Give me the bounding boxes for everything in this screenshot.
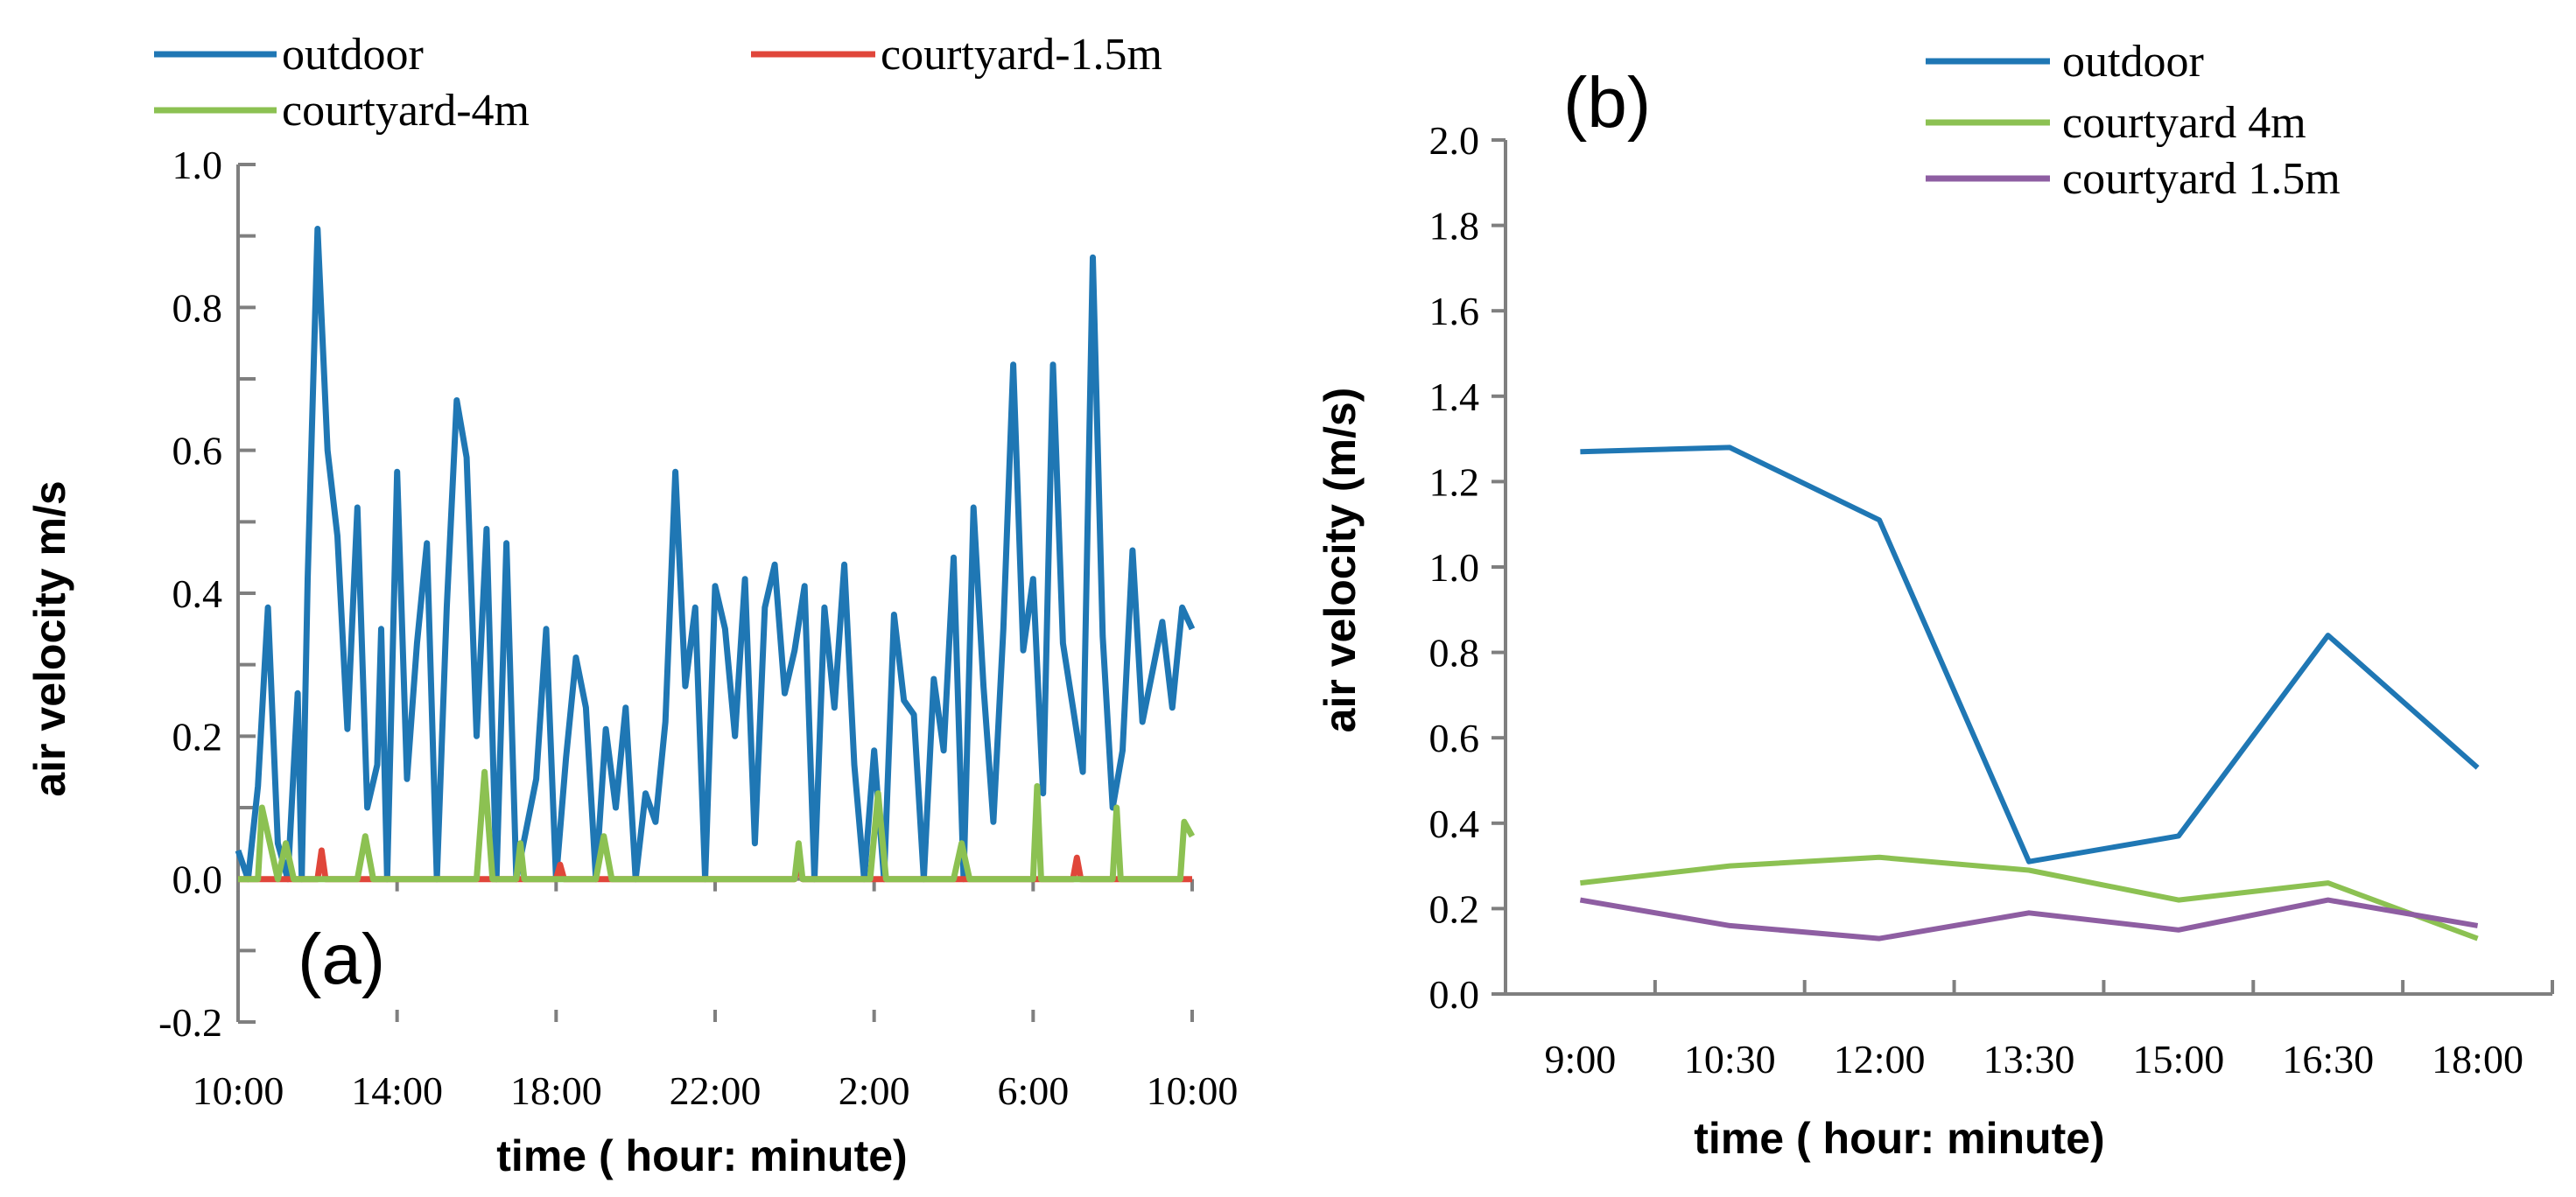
- panel-b-y-tick-label: 1.6: [1429, 289, 1480, 333]
- panel-a-x-tick-label: 22:00: [670, 1068, 762, 1113]
- panel-a-legend: outdoor courtyard-1.5m courtyard-4m: [154, 30, 1162, 136]
- panel-a-y-tick-label: 1.0: [172, 143, 223, 187]
- panel-a-y-axis-title: air velocity m/s: [25, 480, 74, 796]
- panel-b-y-tick-label: 1.0: [1429, 545, 1480, 590]
- panel-b-x-tick-label: 12:00: [1834, 1037, 1926, 1082]
- legend-a-courtyard-1-5m-label: courtyard-1.5m: [881, 30, 1162, 80]
- panel-a-y-tick-label: 0.2: [172, 714, 223, 759]
- panel-b-x-tick-label: 18:00: [2432, 1037, 2523, 1082]
- panel-a-x-tick-label: 6:00: [997, 1068, 1069, 1113]
- panel-b-x-tick-label: 13:30: [1983, 1037, 2075, 1082]
- panel-a-y-tick-label: 0.4: [172, 571, 223, 616]
- panel-a-series: [235, 226, 1196, 883]
- panel-b-y-tick-label: 1.8: [1429, 204, 1480, 248]
- panel-a-y-tick-label: -0.2: [158, 1000, 222, 1045]
- chart-panel-a: 1.0 0.8 0.6 0.4 0.2 0.0 -0.2 10:00 14:00 18:00 22…: [25, 30, 1238, 1180]
- panel-a-x-tick-label: 2:00: [839, 1068, 910, 1113]
- panel-b-y-tick-labels: 2.0 1.8 1.6 1.4 1.2 1.0 0.8 0.6 0.4 0.2 0.0: [1429, 118, 1480, 1017]
- panel-b-y-tick-label: 1.2: [1429, 459, 1480, 504]
- panel-b-legend: outdoor courtyard 4m courtyard 1.5m: [1926, 37, 2341, 204]
- panel-a-x-axis-title: time ( hour: minute): [496, 1131, 907, 1180]
- legend-a-outdoor-label: outdoor: [282, 30, 424, 80]
- legend-b-courtyard-1-5m-label: courtyard 1.5m: [2062, 154, 2341, 204]
- chart-panel-b: 2.0 1.8 1.6 1.4 1.2 1.0 0.8 0.6 0.4 0.2 0.0 9:00 10…: [1316, 37, 2554, 1163]
- panel-b-y-tick-label: 1.4: [1429, 374, 1480, 419]
- panel-a-y-tick-label: 0.8: [172, 285, 223, 330]
- panel-a-y-tick-label: 0.0: [172, 858, 223, 902]
- panel-a-x-tick-label: 10:00: [193, 1068, 284, 1113]
- panel-b-x-axis-title: time ( hour: minute): [1694, 1114, 2104, 1163]
- panel-b-y-axis-title: air velocity (m/s): [1316, 388, 1365, 733]
- panel-b-series: [1579, 444, 2480, 942]
- legend-b-courtyard-4m-label: courtyard 4m: [2062, 98, 2306, 148]
- panel-b-axes: [1492, 138, 2554, 996]
- panel-b-y-tick-label: 0.8: [1429, 631, 1480, 676]
- panel-a-y-tick-labels: 1.0 0.8 0.6 0.4 0.2 0.0 -0.2: [158, 143, 222, 1045]
- panel-a-x-tick-label: 14:00: [351, 1068, 443, 1113]
- panel-a-x-tick-label: 10:00: [1147, 1068, 1239, 1113]
- panel-b-y-tick-label: 0.6: [1429, 716, 1480, 760]
- panel-b-series-courtyard-1-5m: [1579, 897, 2479, 942]
- panel-b-series-courtyard-4m: [1580, 854, 2479, 942]
- panel-b-label: (b): [1563, 63, 1651, 143]
- panel-b-series-outdoor: [1580, 444, 2480, 864]
- panel-b-x-tick-label: 16:30: [2282, 1037, 2374, 1082]
- legend-a-courtyard-4m-label: courtyard-4m: [282, 86, 530, 136]
- panel-b-y-tick-label: 0.2: [1429, 886, 1480, 931]
- panel-b-x-tick-labels: 9:00 10:30 12:00 13:30 15:00 16:30 18:00: [1545, 1037, 2523, 1082]
- panel-a-series-outdoor: [235, 226, 1196, 883]
- panel-b-y-tick-label: 0.0: [1429, 972, 1480, 1017]
- panel-b-y-tick-label: 0.4: [1429, 802, 1480, 846]
- legend-b-outdoor-label: outdoor: [2062, 37, 2204, 87]
- panel-b-x-tick-label: 15:00: [2132, 1037, 2224, 1082]
- panel-a-series-courtyard-1-5m: [238, 847, 1192, 883]
- panel-a-label: (a): [298, 920, 385, 999]
- panel-a-x-tick-labels: 10:00 14:00 18:00 22:00 2:00 6:00 10:00: [193, 1068, 1239, 1113]
- panel-a-x-tick-label: 18:00: [510, 1068, 602, 1113]
- panel-a-series-courtyard-4m: [238, 768, 1196, 883]
- panel-b-x-tick-label: 9:00: [1545, 1037, 1617, 1082]
- panel-b-x-tick-label: 10:30: [1684, 1037, 1776, 1082]
- panel-b-y-tick-label: 2.0: [1429, 118, 1480, 163]
- panel-a-y-tick-label: 0.6: [172, 429, 223, 473]
